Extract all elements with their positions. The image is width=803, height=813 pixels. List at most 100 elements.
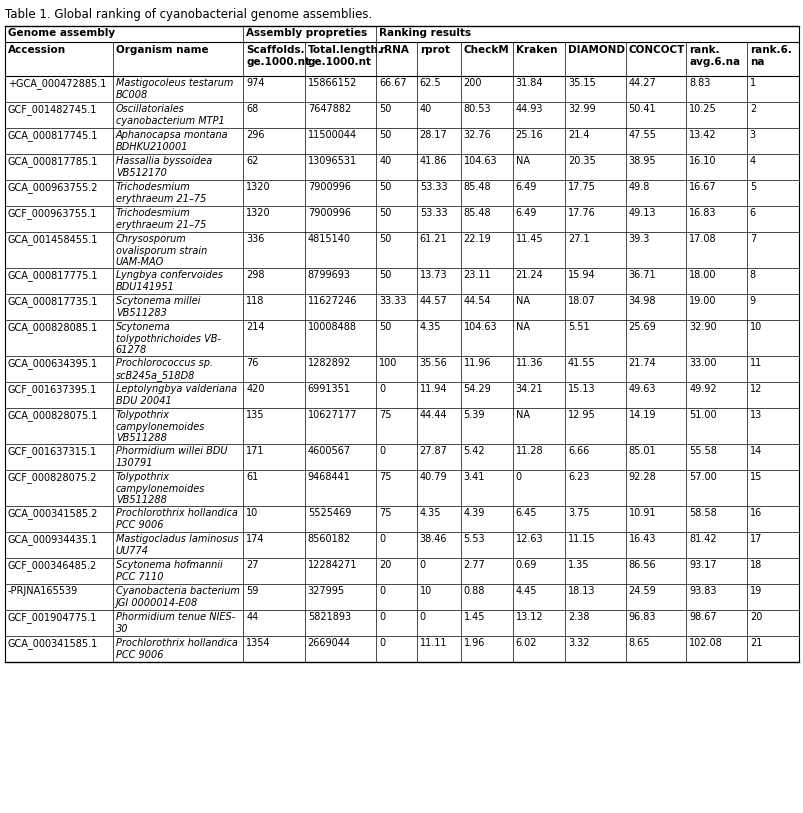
Text: 5821893: 5821893 [308, 612, 350, 622]
Text: 75: 75 [379, 472, 391, 482]
Text: 296: 296 [246, 130, 264, 140]
Text: 0: 0 [379, 612, 385, 622]
Text: 1354: 1354 [246, 638, 271, 648]
Text: GCA_000817775.1: GCA_000817775.1 [8, 270, 99, 281]
Text: 8799693: 8799693 [308, 270, 350, 280]
Text: 6991351: 6991351 [308, 384, 350, 394]
Text: 44.57: 44.57 [419, 296, 447, 306]
Text: 50.41: 50.41 [628, 104, 655, 114]
Text: 1320: 1320 [246, 208, 271, 218]
Text: 10.91: 10.91 [628, 508, 655, 518]
Text: 41.86: 41.86 [419, 156, 446, 166]
Text: 27.1: 27.1 [567, 234, 589, 244]
Text: 11.96: 11.96 [463, 358, 491, 368]
Text: 62.5: 62.5 [419, 78, 441, 88]
Text: 11500044: 11500044 [308, 130, 357, 140]
Text: 10: 10 [419, 586, 431, 596]
Text: NA: NA [515, 410, 529, 420]
Text: 18.00: 18.00 [688, 270, 715, 280]
Text: Cyanobacteria bacterium
JGI 0000014-E08: Cyanobacteria bacterium JGI 0000014-E08 [116, 586, 239, 607]
Text: 7900996: 7900996 [308, 208, 350, 218]
Text: 36.71: 36.71 [628, 270, 655, 280]
Text: Genome assembly: Genome assembly [8, 28, 115, 38]
Text: 54.29: 54.29 [463, 384, 491, 394]
Text: NA: NA [515, 156, 529, 166]
Text: 7647882: 7647882 [308, 104, 351, 114]
Text: 13.12: 13.12 [515, 612, 543, 622]
Text: 6.49: 6.49 [515, 182, 536, 192]
Text: 5.42: 5.42 [463, 446, 484, 456]
Text: 12.95: 12.95 [567, 410, 595, 420]
Text: Aphanocapsa montana
BDHKU210001: Aphanocapsa montana BDHKU210001 [116, 130, 228, 151]
Text: 118: 118 [246, 296, 264, 306]
Text: 214: 214 [246, 322, 264, 332]
Text: 25.69: 25.69 [628, 322, 655, 332]
Text: 15.13: 15.13 [567, 384, 595, 394]
Text: 16.10: 16.10 [688, 156, 715, 166]
Text: Scaffolds.
ge.1000.nt: Scaffolds. ge.1000.nt [246, 45, 310, 67]
Text: Lyngbya confervoides
BDU141951: Lyngbya confervoides BDU141951 [116, 270, 222, 292]
Text: 50: 50 [379, 208, 391, 218]
Text: 20: 20 [379, 560, 391, 570]
Text: Chrysosporum
ovalisporum strain
UAM-MAO: Chrysosporum ovalisporum strain UAM-MAO [116, 234, 206, 267]
Text: 21.24: 21.24 [515, 270, 543, 280]
Text: 3.32: 3.32 [567, 638, 589, 648]
Text: GCF_000346485.2: GCF_000346485.2 [8, 560, 97, 571]
Text: 4.45: 4.45 [515, 586, 536, 596]
Text: Tolypothrix
campylonemoides
VB511288: Tolypothrix campylonemoides VB511288 [116, 410, 205, 443]
Text: 4.35: 4.35 [419, 322, 441, 332]
Text: 4.39: 4.39 [463, 508, 484, 518]
Text: GCA_000934435.1: GCA_000934435.1 [8, 534, 98, 545]
Text: 0: 0 [379, 586, 385, 596]
Text: 1.45: 1.45 [463, 612, 484, 622]
Text: 40: 40 [379, 156, 391, 166]
Text: 20.35: 20.35 [567, 156, 595, 166]
Text: 85.48: 85.48 [463, 208, 491, 218]
Text: 10: 10 [246, 508, 259, 518]
Text: 1320: 1320 [246, 182, 271, 192]
Text: Accession: Accession [8, 45, 66, 55]
Text: 6: 6 [749, 208, 755, 218]
Text: CheckM: CheckM [463, 45, 508, 55]
Text: 39.3: 39.3 [628, 234, 649, 244]
Text: NA: NA [515, 296, 529, 306]
Text: 85.01: 85.01 [628, 446, 655, 456]
Text: 34.21: 34.21 [515, 384, 543, 394]
Text: Trichodesmium
erythraeum 21–75: Trichodesmium erythraeum 21–75 [116, 208, 206, 229]
Text: 44.27: 44.27 [628, 78, 655, 88]
Text: 2.38: 2.38 [567, 612, 589, 622]
Text: Prochlorothrix hollandica
PCC 9006: Prochlorothrix hollandica PCC 9006 [116, 638, 238, 659]
Text: NA: NA [515, 322, 529, 332]
Text: 8560182: 8560182 [308, 534, 350, 544]
Text: 10008488: 10008488 [308, 322, 357, 332]
Text: GCF_000828075.2: GCF_000828075.2 [8, 472, 97, 483]
Text: 55.58: 55.58 [688, 446, 716, 456]
Text: Scytonema millei
VB511283: Scytonema millei VB511283 [116, 296, 200, 318]
Text: 19.00: 19.00 [688, 296, 715, 306]
Text: 16: 16 [749, 508, 761, 518]
Text: 6.02: 6.02 [515, 638, 536, 648]
Text: 327995: 327995 [308, 586, 344, 596]
Text: 53.33: 53.33 [419, 182, 446, 192]
Text: 92.28: 92.28 [628, 472, 655, 482]
Text: 21.4: 21.4 [567, 130, 589, 140]
Text: 174: 174 [246, 534, 264, 544]
Text: GCA_000817785.1: GCA_000817785.1 [8, 156, 98, 167]
Text: 16.43: 16.43 [628, 534, 655, 544]
Text: 35.15: 35.15 [567, 78, 595, 88]
Text: 11.15: 11.15 [567, 534, 595, 544]
Text: 85.48: 85.48 [463, 182, 491, 192]
Text: 974: 974 [246, 78, 264, 88]
Text: 12.63: 12.63 [515, 534, 543, 544]
Text: 0: 0 [379, 534, 385, 544]
Text: 12284271: 12284271 [308, 560, 357, 570]
Text: 0: 0 [379, 384, 385, 394]
Text: GCA_000341585.1: GCA_000341585.1 [8, 638, 98, 649]
Text: +GCA_000472885.1: +GCA_000472885.1 [8, 78, 106, 89]
Text: 51.00: 51.00 [688, 410, 716, 420]
Text: Trichodesmium
erythraeum 21–75: Trichodesmium erythraeum 21–75 [116, 182, 206, 203]
Text: GCF_001904775.1: GCF_001904775.1 [8, 612, 97, 623]
Text: 44: 44 [246, 612, 259, 622]
Text: 50: 50 [379, 270, 391, 280]
Text: 1.35: 1.35 [567, 560, 589, 570]
